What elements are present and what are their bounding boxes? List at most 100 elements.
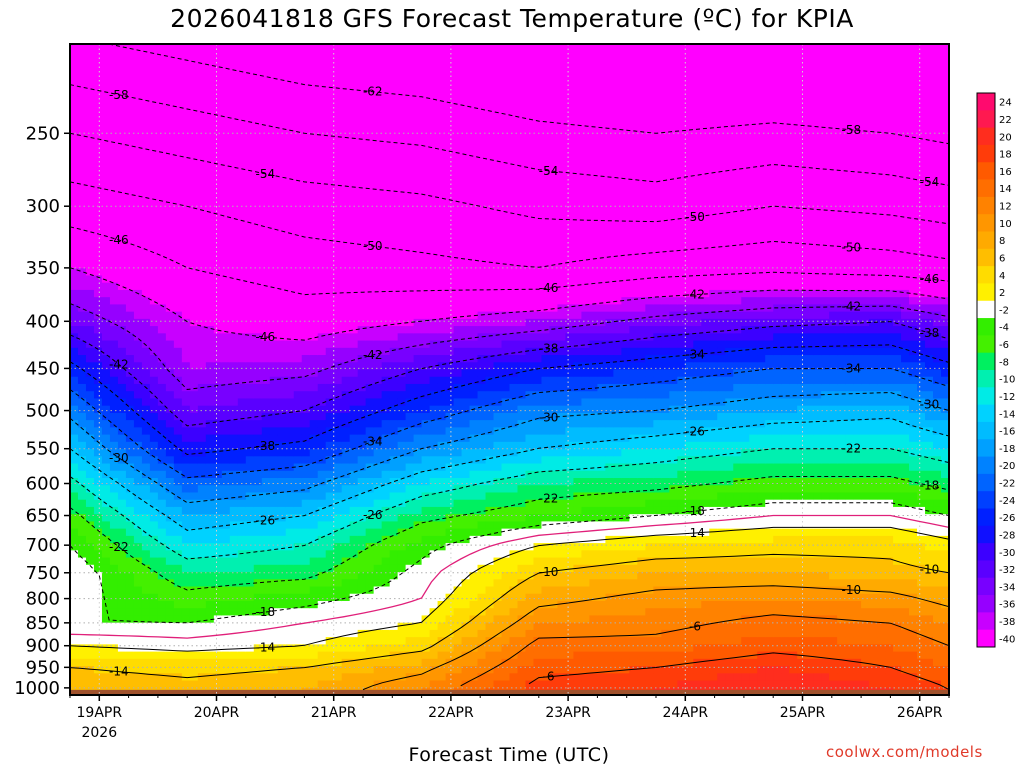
heatmap-cell (317, 615, 327, 624)
heatmap-cell (221, 535, 231, 544)
heatmap-cell (277, 629, 287, 638)
heatmap-cell (429, 550, 439, 559)
heatmap-cell (133, 405, 143, 414)
heatmap-cell (373, 94, 383, 103)
heatmap-cell (485, 253, 495, 262)
heatmap-cell (117, 514, 127, 522)
heatmap-cell (229, 449, 239, 457)
heatmap-cell (437, 326, 447, 334)
heatmap-cell (109, 398, 119, 407)
heatmap-cell (365, 188, 375, 197)
heatmap-cell (285, 398, 295, 407)
heatmap-cell (213, 145, 223, 154)
heatmap-cell (93, 261, 103, 269)
heatmap-cell (149, 326, 159, 334)
heatmap-cell (333, 535, 343, 544)
heatmap-cell (221, 253, 231, 262)
heatmap-cell (333, 398, 343, 407)
heatmap-cell (333, 87, 343, 96)
heatmap-cell (421, 355, 431, 363)
heatmap-cell (445, 412, 455, 421)
heatmap-cell (397, 615, 407, 624)
heatmap-cell (493, 101, 503, 110)
heatmap-cell (389, 145, 399, 154)
heatmap-cell (421, 275, 431, 284)
heatmap-cell (70, 275, 79, 284)
heatmap-cell (261, 615, 271, 624)
heatmap-cell (85, 138, 95, 146)
heatmap-cell (253, 355, 263, 363)
heatmap-cell (93, 275, 103, 284)
heatmap-cell (285, 383, 295, 392)
heatmap-cell (421, 427, 431, 436)
heatmap-cell (477, 188, 487, 197)
heatmap-cell (181, 485, 191, 494)
heatmap-cell (381, 333, 391, 342)
heatmap-cell (181, 166, 191, 175)
heatmap-cell (181, 680, 191, 689)
heatmap-cell (365, 499, 375, 508)
heatmap-cell (429, 362, 439, 371)
heatmap-cell (77, 680, 87, 689)
heatmap-cell (285, 210, 295, 219)
heatmap-cell (77, 383, 87, 392)
heatmap-cell (477, 246, 487, 255)
heatmap-cell (293, 535, 303, 544)
heatmap-cell (445, 441, 455, 450)
heatmap-cell (317, 239, 327, 248)
heatmap-cell (317, 145, 327, 154)
heatmap-cell (149, 116, 159, 125)
heatmap-cell (301, 398, 311, 407)
heatmap-cell (461, 159, 471, 168)
heatmap-cell (205, 586, 215, 595)
heatmap-cell (221, 528, 231, 537)
heatmap-cell (405, 311, 415, 320)
heatmap-cell (365, 203, 375, 211)
heatmap-cell (285, 427, 295, 436)
heatmap-cell (293, 210, 303, 219)
heatmap-cell (189, 282, 199, 291)
heatmap-cell (421, 304, 431, 313)
heatmap-cell (445, 383, 455, 392)
heatmap-cell (237, 101, 247, 110)
heatmap-cell (333, 72, 343, 81)
heatmap-cell (461, 333, 471, 342)
heatmap-cell (477, 340, 487, 349)
heatmap-cell (389, 449, 399, 457)
heatmap-cell (461, 355, 471, 363)
heatmap-cell (317, 673, 327, 682)
heatmap-cell (317, 369, 327, 378)
heatmap-cell (453, 673, 463, 682)
heatmap-cell (245, 152, 255, 161)
heatmap-cell (285, 412, 295, 421)
heatmap-cell (205, 478, 215, 486)
heatmap-cell (101, 593, 111, 602)
heatmap-cell (477, 87, 487, 96)
heatmap-cell (93, 253, 103, 262)
heatmap-cell (269, 362, 279, 371)
heatmap-cell (85, 514, 95, 522)
heatmap-cell (261, 391, 271, 400)
heatmap-cell (453, 528, 463, 537)
heatmap-cell (509, 376, 519, 385)
heatmap-cell (117, 333, 127, 342)
heatmap-cell (317, 658, 327, 667)
heatmap-cell (445, 246, 455, 255)
heatmap-cell (365, 347, 375, 356)
heatmap-cell (125, 109, 135, 117)
heatmap-cell (261, 600, 271, 609)
heatmap-cell (317, 383, 327, 392)
heatmap-cell (269, 369, 279, 378)
heatmap-cell (381, 224, 391, 233)
heatmap-cell (77, 528, 87, 537)
heatmap-cell (117, 564, 127, 573)
heatmap-cell (461, 188, 471, 197)
heatmap-cell (141, 398, 151, 407)
heatmap-cell (509, 282, 519, 291)
heatmap-cell (149, 203, 159, 211)
heatmap-cell (509, 87, 519, 96)
heatmap-cell (349, 123, 359, 132)
heatmap-cell (181, 666, 191, 674)
heatmap-cell (437, 239, 447, 248)
heatmap-cell (117, 550, 127, 559)
